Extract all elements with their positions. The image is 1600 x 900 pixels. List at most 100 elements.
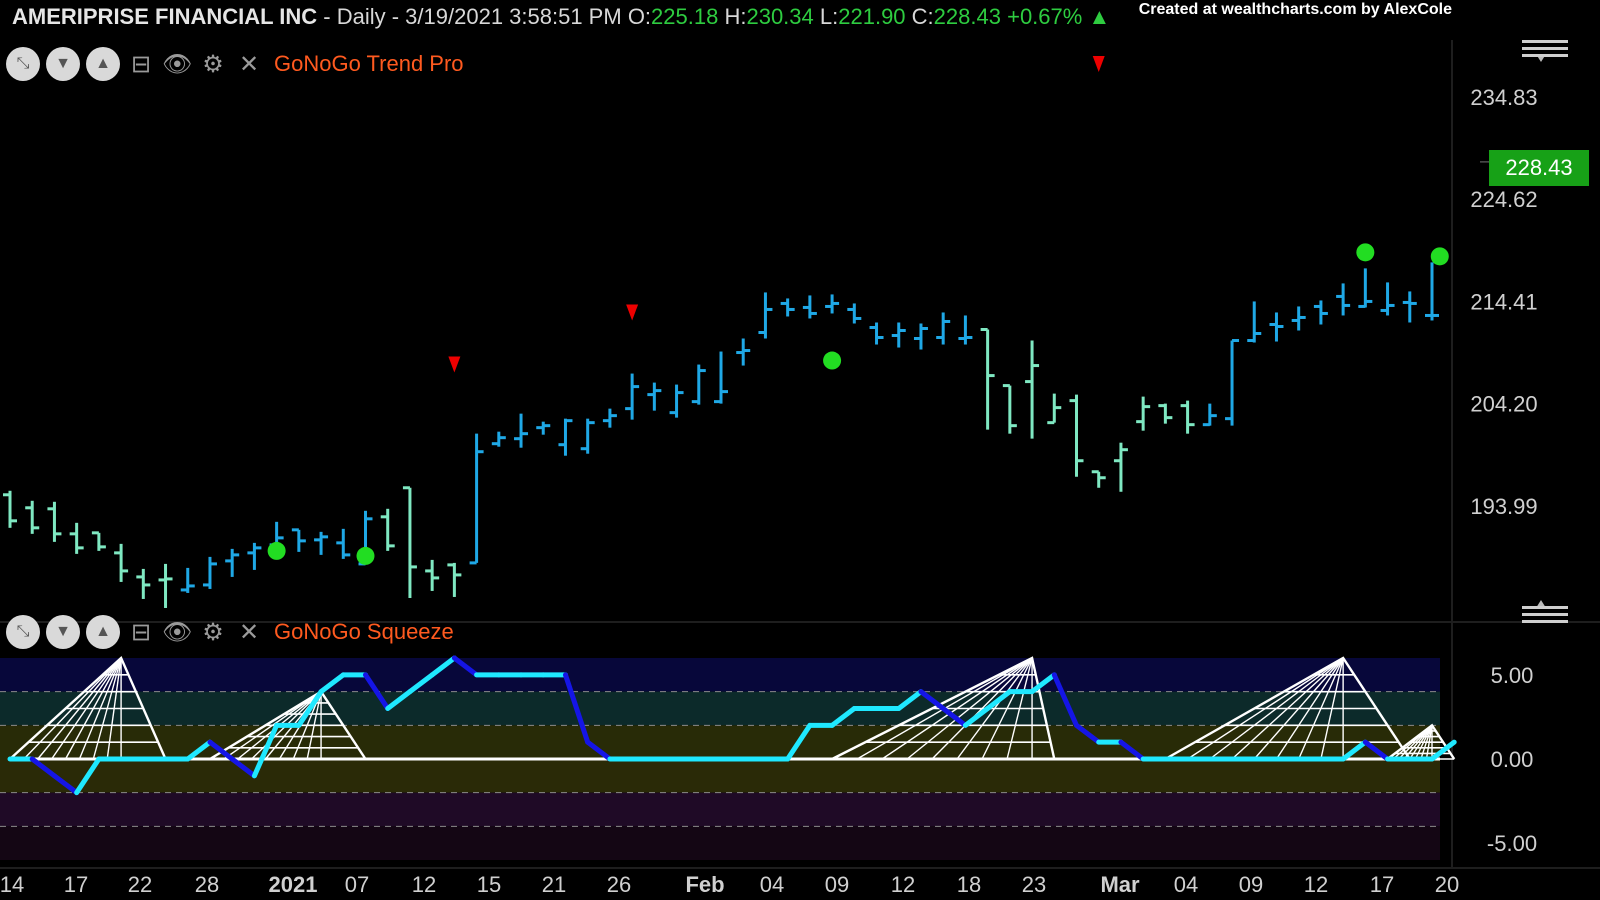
open-label: O: bbox=[627, 4, 652, 29]
squeeze-grid-rib bbox=[881, 657, 1033, 760]
ohlc-bar bbox=[336, 528, 351, 559]
minimize-icon[interactable]: ⊟ bbox=[130, 618, 152, 646]
indicator-name-squeeze[interactable]: GoNoGo Squeeze bbox=[274, 619, 454, 644]
chevron-up-icon[interactable]: ▲ bbox=[86, 47, 120, 81]
squeeze-segment bbox=[207, 739, 235, 762]
eye-icon[interactable]: 👁 bbox=[162, 50, 193, 78]
squeeze-segment bbox=[385, 689, 413, 711]
chevron-up-icon[interactable]: ▲ bbox=[86, 615, 120, 649]
ohlc-bar bbox=[802, 295, 817, 319]
price-tick-label: 214.41 bbox=[1470, 289, 1537, 314]
x-tick-label: 28 bbox=[195, 872, 219, 897]
x-tick-label: 18 bbox=[957, 872, 981, 897]
ohlc-bar bbox=[536, 421, 551, 435]
expand-icon[interactable]: ⤡ bbox=[6, 615, 40, 649]
indicator-name-trend[interactable]: GoNoGo Trend Pro bbox=[274, 51, 464, 76]
squeeze-grid-rib bbox=[981, 657, 1033, 760]
price-tick-label: 204.20 bbox=[1470, 392, 1537, 417]
squeeze-grid-rib bbox=[23, 657, 122, 760]
ohlc-bar bbox=[1069, 394, 1084, 477]
ohlc-bar bbox=[1091, 470, 1106, 488]
ohlc-bar bbox=[1380, 282, 1395, 316]
squeeze-line bbox=[7, 655, 1457, 796]
ohlc-bar bbox=[380, 508, 395, 551]
expand-icon[interactable]: ⤡ bbox=[6, 47, 40, 81]
close-icon[interactable]: ✕ bbox=[238, 618, 260, 646]
ohlc-bar bbox=[869, 322, 884, 345]
go-signal-dot bbox=[267, 541, 286, 560]
squeeze-grid-rib bbox=[37, 657, 122, 760]
ohlc-bar bbox=[780, 298, 795, 317]
x-tick-label: 12 bbox=[891, 872, 915, 897]
ohlc-bar bbox=[1158, 403, 1173, 424]
squeeze-segment bbox=[1074, 722, 1102, 745]
ohlc-bar bbox=[1225, 339, 1240, 426]
ohlc-bar bbox=[469, 433, 484, 565]
x-tick-label: 07 bbox=[345, 872, 369, 897]
gear-icon[interactable]: ⚙ bbox=[202, 50, 224, 78]
eye-icon[interactable]: 👁 bbox=[162, 618, 193, 646]
chevron-down-icon[interactable]: ▼ bbox=[46, 47, 80, 81]
ohlc-bar bbox=[1047, 393, 1062, 425]
change-value: +0.67% bbox=[1007, 4, 1083, 29]
x-tick-label: 23 bbox=[1022, 872, 1046, 897]
ohlc-bar bbox=[1180, 400, 1195, 434]
squeeze-segment bbox=[1362, 739, 1391, 762]
squeeze-grid-rib bbox=[78, 657, 122, 760]
ohlc-bar bbox=[1425, 262, 1439, 321]
ohlc-bar bbox=[936, 312, 951, 345]
ohlc-bar bbox=[1247, 301, 1262, 343]
go-signal-dot bbox=[1356, 243, 1375, 262]
squeeze-segment bbox=[1429, 739, 1457, 762]
squeeze-segment bbox=[407, 672, 435, 695]
squeeze-segment bbox=[1340, 739, 1368, 762]
ohlc-bar bbox=[447, 562, 462, 597]
ohlc-bar bbox=[47, 501, 62, 542]
minimize-icon[interactable]: ⊟ bbox=[130, 50, 152, 78]
symbol-title: AMERIPRISE FINANCIAL INC bbox=[12, 4, 318, 29]
ohlc-bar bbox=[291, 528, 306, 552]
squeeze-segment bbox=[229, 756, 257, 779]
squeeze-panel-toolbar: ⤡ ▼ ▲ ⊟ 👁 ⚙ ✕ GoNoGo Squeeze bbox=[6, 614, 454, 650]
close-icon[interactable]: ✕ bbox=[238, 50, 260, 78]
ohlc-bar bbox=[891, 322, 906, 348]
ohlc-bar bbox=[669, 384, 684, 418]
ohlc-bar bbox=[625, 373, 640, 420]
squeeze-segment bbox=[185, 739, 213, 762]
squeeze-segment bbox=[829, 706, 857, 728]
squeeze-segment bbox=[785, 722, 813, 762]
ohlc-bar bbox=[402, 486, 417, 598]
squeeze-grid-rib bbox=[1209, 657, 1344, 760]
squeeze-segment bbox=[318, 672, 346, 695]
ohlc-bar bbox=[1025, 340, 1040, 439]
ohlc-bar bbox=[514, 413, 529, 448]
ohlc-bar bbox=[3, 490, 17, 528]
go-signal-dot bbox=[356, 546, 375, 565]
ohlc-bar bbox=[1358, 268, 1373, 308]
nogo-signal-triangle bbox=[626, 304, 639, 321]
squeeze-grid-rib bbox=[106, 657, 122, 760]
squeeze-grid-rib bbox=[1231, 657, 1344, 760]
interval-label: - Daily - 3/19/2021 3:58:51 PM bbox=[323, 4, 622, 29]
ohlc-bar bbox=[225, 548, 240, 577]
ohlc-bar bbox=[1402, 291, 1417, 323]
x-tick-label: 14 bbox=[0, 872, 24, 897]
ohlc-bar bbox=[647, 382, 662, 411]
squeeze-background-bands bbox=[0, 658, 1440, 860]
squeeze-grid-rib bbox=[64, 657, 122, 760]
squeeze-grid-rib bbox=[1403, 724, 1433, 760]
squeeze-grid-rib bbox=[92, 657, 122, 760]
gear-icon[interactable]: ⚙ bbox=[202, 618, 224, 646]
squeeze-segment bbox=[562, 672, 591, 745]
high-label: H: bbox=[724, 4, 747, 29]
squeeze-grid-outline bbox=[1164, 656, 1411, 761]
menu-icon[interactable] bbox=[1522, 40, 1568, 61]
chevron-down-icon[interactable]: ▼ bbox=[46, 615, 80, 649]
price-panel-toolbar: ⤡ ▼ ▲ ⊟ 👁 ⚙ ✕ GoNoGo Trend Pro bbox=[6, 46, 464, 82]
squeeze-tick-label: -5.00 bbox=[1487, 831, 1537, 856]
squeeze-segment bbox=[1029, 672, 1057, 695]
ohlc-bar bbox=[91, 531, 106, 551]
squeeze-segment bbox=[896, 689, 924, 711]
menu-icon[interactable] bbox=[1522, 606, 1568, 627]
